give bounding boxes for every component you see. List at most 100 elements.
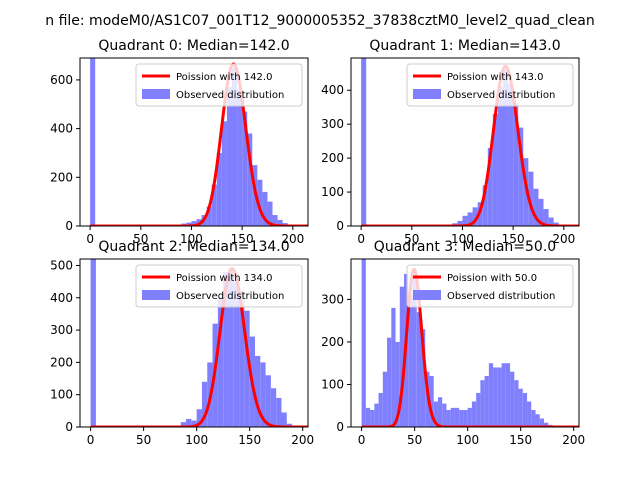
histogram-bar [472,207,478,226]
y-tick-label: 100 [321,185,344,199]
histogram-bar [467,212,473,226]
legend-label: Poission with 134.0 [176,273,272,284]
histogram-bar [442,403,447,427]
x-tick-label: 150 [502,232,525,246]
histogram-bar [242,111,248,226]
legend-label: Observed distribution [447,291,555,302]
histogram-bar [196,409,202,427]
histogram-bar [497,86,503,226]
histogram-bar [503,69,509,226]
axes-frame [79,57,309,227]
histogram-bar [553,222,559,226]
poisson-curve [361,268,579,427]
legend: Poission with 50.0 Observed distribution [406,264,574,308]
histogram-bar [539,418,545,427]
y-tick-label: 200 [50,355,73,369]
histogram-bar [480,380,485,427]
x-tick-label: 150 [509,433,532,447]
histogram-bar [361,58,367,226]
histogram-bar [90,58,96,226]
y-tick-label: 500 [50,258,73,272]
histogram-bar [374,403,379,427]
x-tick-label: 50 [133,232,148,246]
histogram-bar [538,198,544,226]
histogram-bar [522,392,528,427]
histogram-bar [476,392,481,427]
histogram-bar [237,89,243,226]
y-tick-label: 200 [50,170,73,184]
x-tick-label: 150 [238,433,261,447]
x-tick-label: 0 [358,433,366,447]
histogram-bar [544,422,549,427]
histogram-bar [493,367,498,427]
histogram-bar [501,363,506,427]
histogram-bar [528,171,534,226]
histogram-bar [462,215,468,226]
histogram-bar [257,179,263,226]
histogram-bar [459,409,464,427]
x-tick-label: 0 [87,433,95,447]
histogram-bar [399,286,405,427]
histogram-bar [244,310,250,427]
y-tick-label: 0 [65,420,73,434]
histogram-bar [276,397,282,427]
x-tick-label: 50 [407,433,422,447]
subplot-title: Quadrant 2: Median=134.0 [98,239,289,255]
x-tick-label: 200 [562,433,585,447]
subplot-2: 0 50 100 150 200 0 100 200 300 400 500 Quadrant 2: … [50,239,314,447]
legend-patch-swatch [142,290,170,300]
histogram-bars [361,58,564,226]
histogram-bar [228,268,234,427]
histogram-bar [260,362,266,427]
histogram-bar [450,407,455,427]
histogram-bar [408,295,413,427]
y-tick-label: 0 [336,420,344,434]
histogram-bar [387,337,392,427]
histogram-bar [286,423,293,427]
histogram-bar [281,412,287,427]
poisson-curve [90,62,308,226]
histogram-bar [233,281,240,427]
y-tick-label: 300 [321,117,344,131]
x-tick-label: 0 [86,232,94,246]
histogram-bar [223,271,229,427]
y-tick-label: 400 [50,291,73,305]
y-tick-label: 0 [336,219,344,233]
histogram-bar [211,184,217,226]
y-tick-label: 100 [50,388,73,402]
histogram-bar [370,409,375,427]
legend-label: Poission with 142.0 [176,72,272,83]
axes-frame [350,57,580,227]
y-tick-label: 200 [321,151,344,165]
figure-suptitle: n file: modeM0/AS1C07_001T12_9000005352_… [45,13,594,29]
subplot-title: Quadrant 3: Median=50.0 [374,239,556,255]
histogram-bar [265,375,271,427]
x-tick-label: 50 [404,232,419,246]
histogram-bar [180,422,187,427]
histogram-bar [191,221,197,226]
histogram-bar [513,103,519,226]
histogram-bar [518,127,524,226]
histogram-bar [378,392,383,427]
histogram-bar [510,371,515,427]
histogram-bar [446,409,451,427]
histogram-bar [247,133,253,226]
x-tick-label: 200 [281,232,304,246]
histogram-bar [482,185,488,226]
poisson-curve [361,64,579,226]
legend-label: Observed distribution [176,90,284,101]
x-tick-label: 150 [231,232,254,246]
subplot-title: Quadrant 0: Median=142.0 [98,38,289,54]
subplot-0: 0 50 100 150 200 0 200 400 600 Quadrant 0: Median… [50,38,309,246]
histogram-bar [508,83,514,226]
histogram-bar [420,329,426,427]
histogram-bar [457,220,463,226]
histogram-bar [277,219,283,226]
histogram-bars [90,58,298,226]
histogram-bar [206,206,212,226]
y-tick-label: 400 [321,83,344,97]
histogram-bar [527,401,532,427]
histogram-bar [492,114,498,226]
subplot-1: 0 50 100 150 200 0 100 200 300 400 Quadrant 1: Med… [321,38,580,246]
